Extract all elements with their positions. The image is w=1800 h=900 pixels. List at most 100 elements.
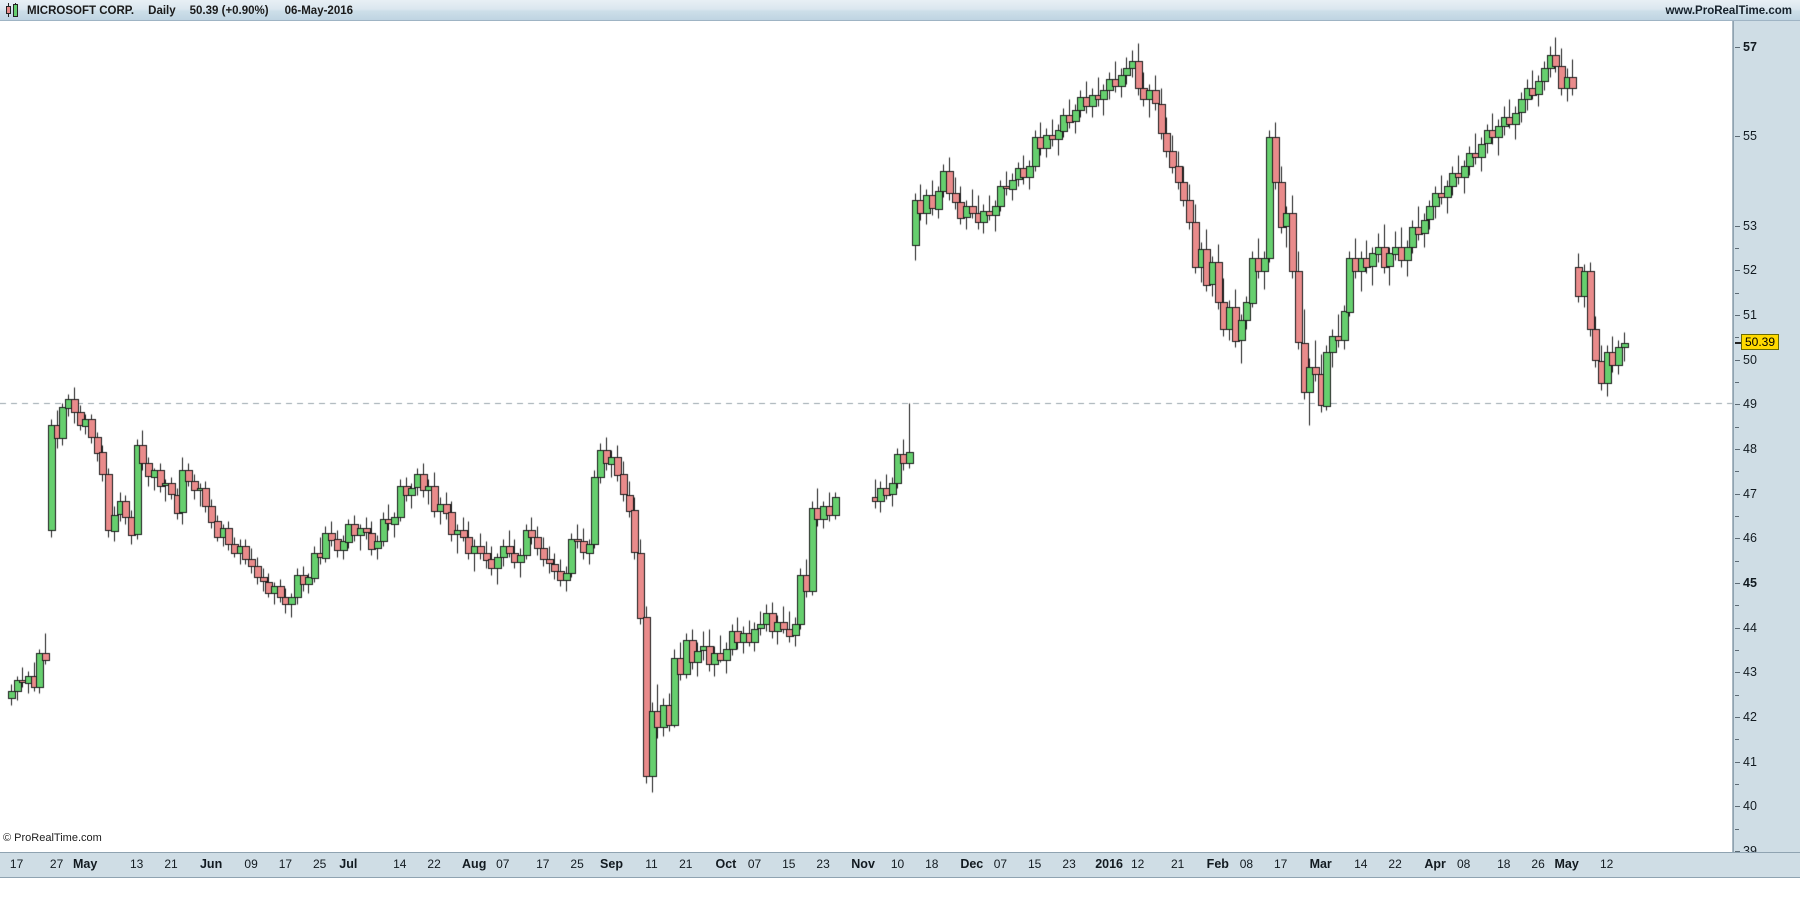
price-tick-label: 53 — [1743, 218, 1757, 233]
price-tick-label: 42 — [1743, 710, 1757, 724]
price-tick-mark — [1735, 493, 1740, 495]
time-axis-tick-label: Feb — [1206, 857, 1229, 871]
price-tick-label: 55 — [1743, 129, 1757, 144]
provider-watermark: www.ProRealTime.com — [1665, 4, 1792, 17]
price-axis[interactable]: 57 55 53 52 51 50 49 48 47 46 45 44 43 42 41 40 39 50.39 — [1733, 21, 1800, 858]
time-axis-tick-label: 10 — [890, 857, 905, 871]
time-axis-tick-label: 12 — [1600, 857, 1614, 871]
time-axis-tick-label: Mar — [1309, 857, 1332, 871]
price-tick-label: 57 — [1743, 39, 1757, 54]
time-axis-tick-label: 14 — [393, 857, 407, 871]
price-minor-tick-mark — [1735, 605, 1739, 607]
time-axis-tick-label: Nov — [851, 857, 875, 871]
price-minor-tick-mark — [1735, 426, 1739, 428]
price-tick-label: 45 — [1743, 575, 1757, 590]
time-axis-tick-label: 14 — [1354, 857, 1368, 871]
time-axis-tick-label: Oct — [715, 857, 737, 871]
price-minor-tick-mark — [1735, 560, 1739, 562]
last-price-badge[interactable]: 50.39 — [1741, 334, 1780, 351]
quote-date: 06-May-2016 — [284, 4, 354, 17]
price-tick-mark — [1735, 404, 1740, 406]
time-axis-tick-label: 15 — [1028, 857, 1042, 871]
price-tick-mark — [1735, 136, 1740, 138]
time-axis-tick-label: 23 — [1062, 857, 1076, 871]
price-tick-label: 48 — [1743, 441, 1757, 456]
price-tick-label: 49 — [1743, 397, 1757, 412]
time-axis-tick-label: 25 — [570, 857, 584, 871]
price-tick-mark — [1735, 851, 1740, 852]
price-tick-mark — [1735, 359, 1740, 361]
instrument-name[interactable]: MICROSOFT CORP. — [27, 4, 135, 17]
price-tick-mark — [1735, 627, 1740, 629]
price-tick-mark — [1735, 717, 1740, 718]
price-minor-tick-mark — [1735, 650, 1739, 651]
price-tick-label: 40 — [1743, 799, 1757, 814]
time-axis-tick-label: 07 — [496, 857, 510, 871]
time-axis-tick-label: Aug — [462, 857, 487, 871]
time-axis-tick-label: 22 — [427, 857, 441, 871]
time-axis-tick-label: 18 — [1497, 857, 1511, 871]
time-axis-tick-label: 17 — [1274, 857, 1288, 871]
price-tick-mark — [1735, 448, 1740, 450]
time-axis-tick-label: Dec — [960, 857, 984, 871]
price-tick-label: 41 — [1743, 754, 1757, 769]
price-tick-mark — [1735, 761, 1740, 763]
last-price-tick-mark — [1735, 342, 1741, 345]
time-axis-tick-label: 17 — [9, 857, 24, 871]
price-minor-tick-mark — [1735, 739, 1739, 741]
chart-plot-area[interactable] — [0, 21, 1733, 852]
time-axis-tick-label: 17 — [536, 857, 550, 871]
time-axis-tick-label: 27 — [49, 857, 64, 871]
time-axis-tick-label: 17 — [278, 857, 293, 871]
price-tick-label: 51 — [1743, 307, 1757, 322]
price-tick-mark — [1735, 672, 1740, 674]
last-quote-and-change: 50.39 (+0.90%) — [189, 4, 269, 17]
chart-title-bar: MICROSOFT CORP. Daily 50.39 (+0.90%) 06-… — [0, 0, 1800, 21]
time-axis-tick-label: 11 — [645, 857, 658, 871]
time-axis-tick-label: May — [73, 857, 98, 871]
price-tick-label: 44 — [1743, 620, 1757, 635]
price-tick-label: 46 — [1743, 531, 1757, 546]
title-bar-left-group: MICROSOFT CORP. Daily 50.39 (+0.90%) 06-… — [6, 0, 353, 21]
price-tick-mark — [1735, 46, 1740, 48]
time-axis-tick-label: 08 — [1457, 857, 1471, 871]
candlestick-canvas[interactable] — [0, 21, 1733, 852]
time-axis-tick-label: Apr — [1424, 857, 1446, 871]
copyright-notice: © ProRealTime.com — [3, 832, 102, 844]
price-minor-tick-mark — [1735, 247, 1739, 249]
price-minor-tick-mark — [1735, 471, 1739, 473]
time-axis-tick-label: 18 — [925, 857, 939, 871]
price-tick-label: 50 — [1743, 352, 1757, 367]
price-minor-tick-mark — [1735, 515, 1739, 517]
timeframe-label[interactable]: Daily — [148, 4, 176, 17]
price-minor-tick-mark — [1735, 381, 1739, 383]
price-tick-label: 47 — [1743, 486, 1757, 501]
time-axis-tick-label: 09 — [244, 857, 258, 871]
time-axis-tick-label: 23 — [816, 857, 830, 871]
price-minor-tick-mark — [1735, 828, 1739, 830]
price-minor-tick-mark — [1735, 694, 1739, 696]
time-axis-tick-label: 12 — [1131, 857, 1145, 871]
price-minor-tick-mark — [1735, 337, 1739, 339]
time-axis[interactable]: 17 27 May 13 21 Jun 09 17 25 Jul 14 22 Aug 07 17 25 Sep 1… — [0, 852, 1800, 878]
time-axis-tick-label: Jun — [199, 857, 223, 871]
price-tick-mark — [1735, 314, 1740, 316]
time-axis-tick-label: May — [1554, 857, 1579, 871]
price-tick-mark — [1735, 270, 1740, 272]
axis-bottom-filler — [0, 878, 1800, 900]
price-tick-label: 52 — [1743, 263, 1757, 278]
time-axis-tick-label: 08 — [1239, 857, 1254, 871]
title-bar-right-group: www.ProRealTime.com — [1665, 0, 1792, 21]
time-axis-tick-label: 07 — [747, 857, 762, 871]
time-axis-tick-label: Sep — [600, 857, 623, 871]
time-axis-tick-label: 07 — [993, 857, 1008, 871]
time-axis-tick-label: 22 — [1388, 857, 1402, 871]
time-axis-tick-label: 2016 — [1095, 857, 1123, 871]
time-axis-tick-label: 25 — [313, 857, 327, 871]
time-axis-tick-label: 21 — [679, 857, 693, 871]
time-axis-tick-label: 26 — [1531, 857, 1545, 871]
price-tick-mark — [1735, 806, 1740, 808]
time-axis-tick-label: 21 — [164, 857, 178, 871]
candlestick-icon — [6, 3, 20, 18]
